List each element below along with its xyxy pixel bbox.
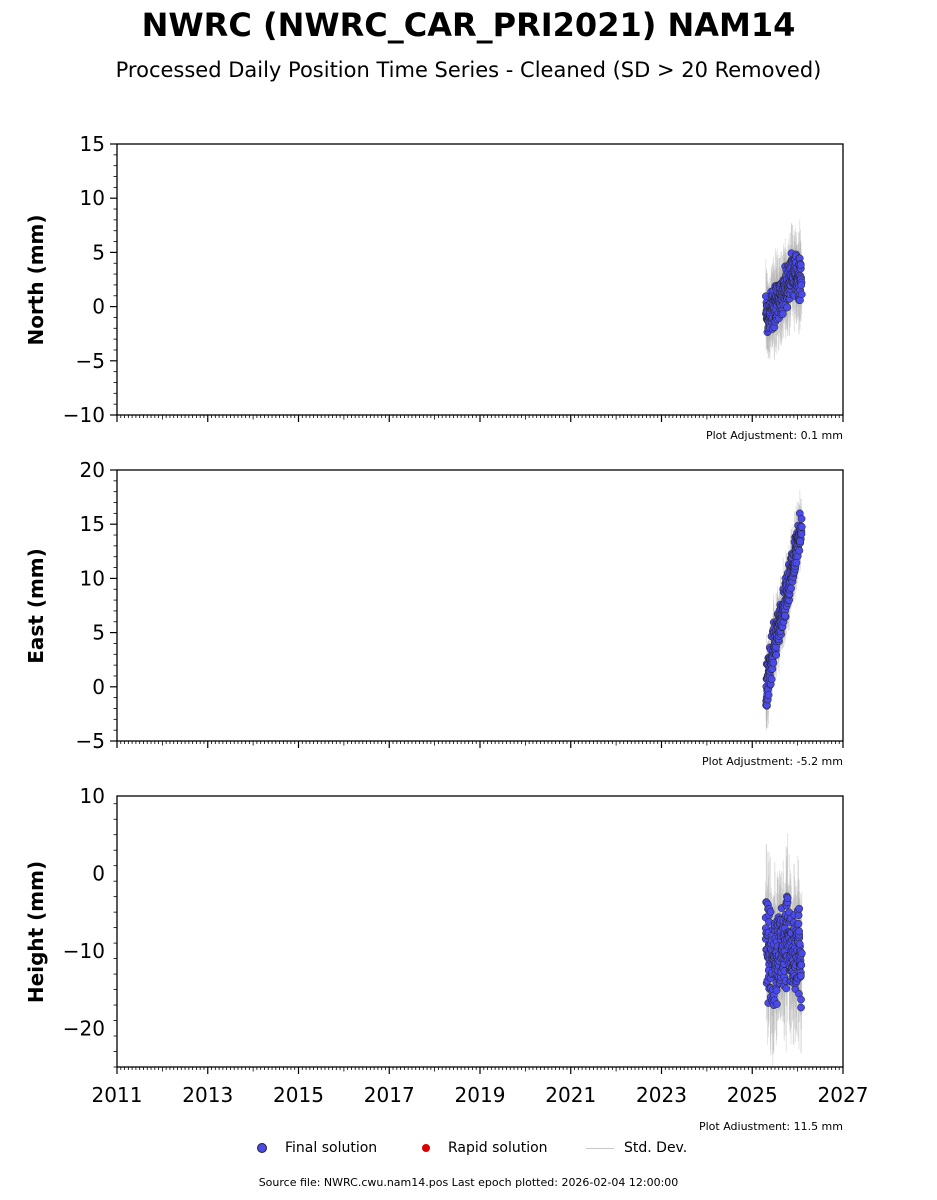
legend-stddev-label: Std. Dev.: [624, 1140, 688, 1156]
time-series-chart: −10 −5 0 5 10 15 North (mm) Plot Adjustment: 0.…: [24, 132, 868, 1130]
y-tick-label: −20: [63, 1016, 105, 1040]
final-points: [761, 249, 806, 337]
final-solution-point: [797, 522, 806, 531]
figure-title: NWRC (NWRC_CAR_PRI2021) NAM14: [141, 6, 796, 44]
x-tick-label: 2019: [455, 1083, 506, 1107]
legend-final: Final solution: [257, 1136, 377, 1160]
x-tick-label: 2011: [92, 1083, 143, 1107]
plot-adjustment-note: Plot Adjustment: -5.2 mm: [702, 755, 843, 768]
final-solution-point: [783, 303, 792, 312]
x-tick-label: 2023: [636, 1083, 687, 1107]
y-tick-label: 15: [80, 512, 105, 536]
final-solution-point: [783, 894, 792, 902]
legend-rapid: Rapid solution: [422, 1136, 548, 1160]
legend-rapid-marker: [422, 1144, 430, 1152]
final-solution-point: [796, 537, 805, 546]
plot-adjustment-note: Plot Adjustment: 11.5 mm: [699, 1120, 843, 1130]
y-tick-label: 20: [80, 458, 105, 482]
y-tick-label: 15: [80, 132, 105, 156]
y-tick-label: 10: [80, 186, 105, 210]
legend-final-label: Final solution: [285, 1140, 378, 1156]
final-solution-point: [778, 310, 787, 318]
axes-frame: [116, 143, 844, 416]
final-solution-point: [767, 675, 776, 684]
legend-final-marker: [257, 1143, 267, 1153]
final-solution-point: [797, 971, 805, 980]
axes-frame: [116, 795, 844, 1068]
final-solution-point: [795, 940, 804, 948]
final-solution-point: [794, 911, 803, 920]
final-solution-point: [796, 261, 805, 269]
figure-subtitle: Processed Daily Position Time Series - C…: [115, 58, 822, 82]
y-axis-label: East (mm): [24, 548, 48, 664]
final-solution-point: [772, 986, 781, 995]
y-tick-label: −5: [76, 729, 105, 753]
final-solution-point: [797, 514, 806, 523]
y-tick-label: 0: [92, 675, 105, 699]
x-tick-label: 2021: [545, 1083, 596, 1107]
panel-1-data: [761, 220, 806, 361]
y-tick-label: −10: [63, 939, 105, 963]
y-tick-label: 0: [92, 861, 105, 885]
axes-frame: [116, 469, 844, 742]
x-tick-label: 2025: [727, 1083, 778, 1107]
source-footer: Source file: NWRC.cwu.nam14.pos Last epo…: [258, 1176, 679, 1189]
legend-rapid-label: Rapid solution: [448, 1140, 548, 1156]
final-solution-point: [772, 1000, 781, 1008]
panel-3-data: [761, 833, 806, 1067]
final-solution-point: [769, 659, 778, 667]
panel-2-data: [762, 489, 806, 731]
y-tick-label: −10: [63, 403, 105, 427]
panel-3: 2011 2013 2015 2017 2019 2021 2023 2025 2027 −20 −…: [24, 784, 868, 1130]
plot-adjustment-note: Plot Adjustment: 0.1 mm: [706, 429, 843, 442]
final-solution-point: [797, 530, 806, 538]
y-tick-label: 5: [92, 240, 105, 264]
x-tick-label: 2027: [818, 1083, 869, 1107]
final-points: [762, 509, 806, 710]
x-tick-label: 2017: [364, 1083, 415, 1107]
y-tick-label: 10: [80, 566, 105, 590]
legend-stddev-line: [586, 1147, 614, 1149]
final-solution-point: [792, 558, 801, 567]
final-solution-point: [797, 290, 806, 299]
panel-2: −5 0 5 10 15 20 East (mm) Plot Adjustment: -5.2…: [24, 458, 844, 768]
legend-stddev: Std. Dev.: [586, 1136, 687, 1160]
final-solution-point: [772, 651, 781, 659]
y-tick-label: 5: [92, 621, 105, 645]
final-solution-point: [795, 546, 804, 555]
final-solution-point: [794, 919, 803, 928]
final-solution-point: [797, 995, 805, 1004]
y-tick-label: 10: [80, 784, 105, 808]
final-solution-point: [795, 904, 804, 913]
final-solution-point: [782, 984, 791, 993]
final-points: [761, 892, 806, 1012]
final-solution-point: [797, 949, 806, 958]
final-solution-point: [797, 1003, 805, 1012]
y-axis-label: Height (mm): [24, 861, 48, 1003]
final-solution-point: [787, 584, 795, 593]
final-solution-point: [764, 691, 773, 699]
final-solution-point: [781, 611, 789, 620]
legend: Final solution Rapid solution Std. Dev.: [0, 1136, 937, 1160]
x-tick-label: 2015: [273, 1083, 324, 1107]
y-axis-label: North (mm): [24, 214, 48, 345]
final-solution-point: [797, 961, 806, 969]
y-tick-label: −5: [76, 349, 105, 373]
final-solution-point: [795, 927, 803, 936]
final-solution-point: [766, 908, 775, 916]
panel-1: −10 −5 0 5 10 15 North (mm) Plot Adjustment: 0.…: [24, 132, 844, 442]
final-solution-point: [797, 281, 806, 289]
y-tick-label: 0: [92, 295, 105, 319]
x-tick-label: 2013: [182, 1083, 233, 1107]
